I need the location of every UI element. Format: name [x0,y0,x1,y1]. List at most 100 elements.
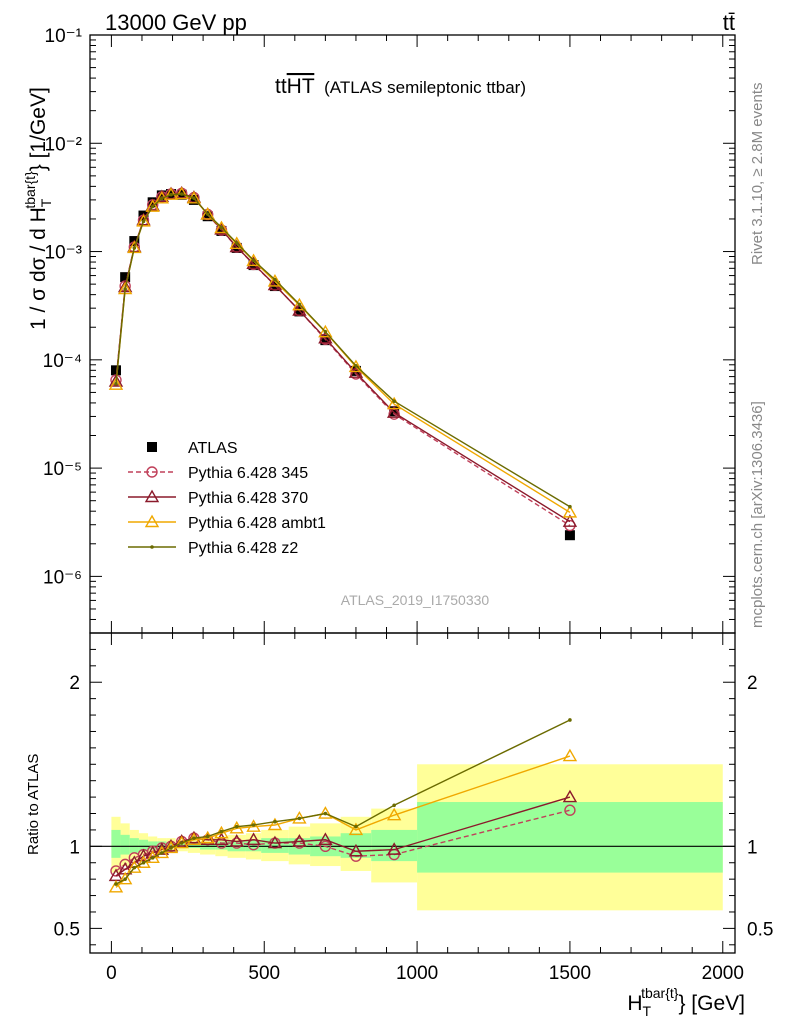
ratio-point [267,835,283,849]
main-point [200,207,215,220]
legend-label: Pythia 6.428 370 [188,490,308,507]
main-point [192,196,196,200]
ratio-point [174,833,189,847]
main-point [354,364,358,368]
y-tick-label: 10⁻³ [45,243,83,264]
main-point [132,246,137,250]
ratio-point [354,824,358,829]
main-point [136,213,151,227]
uncertainty-band-green [261,838,289,853]
rivet-version-label: Rivet 3.1.10, ≥ 2.8M events [749,83,766,266]
main-point [348,359,364,373]
main-point [108,377,124,390]
main-ylabel-main: 1 / σ dσ / d H [27,207,50,330]
ratio-point [169,846,173,850]
ratio-point [318,832,333,845]
xlabel-end: } [GeV] [678,992,745,1015]
legend-marker [146,466,158,478]
ratio-point [319,840,332,853]
main-series-0 [110,189,575,541]
main-point [562,504,578,518]
main-point [318,324,333,338]
legend-item: Pythia 6.428 z2 [128,540,298,557]
main-point [251,258,256,263]
main-point [147,197,158,208]
uncertainty-band-green [120,834,130,855]
ratio-ylabel: Ratio to ATLAS [25,754,42,855]
ratio-point [117,871,133,885]
main-point [123,287,127,291]
main-point [267,273,283,287]
y-tick-label: 10⁻⁴ [43,351,82,372]
analysis-watermark: ATLAS_2019_I1750330 [341,592,490,608]
legend-label: Pythia 6.428 ambt1 [188,515,326,532]
main-point [154,189,170,203]
legend-marker [147,442,157,452]
y-tick-label: 10⁻² [45,134,83,155]
main-point [127,240,142,254]
ratio-y-tick-label: 1 [69,837,80,858]
x-tick-label: 1500 [549,963,591,984]
uncertainty-band-green [417,802,723,873]
x-tick-label: 0 [106,963,117,984]
xlabel-main: H [627,992,642,1015]
ratio-point [229,833,244,847]
uncertainty-band-green [245,839,262,852]
main-title-ht: HT [287,75,315,98]
ratio-point [297,816,302,821]
main-ylabel-sub: T [38,198,54,207]
ratio-series-3 [114,718,572,886]
ratio-point [273,819,277,824]
main-point [323,329,328,334]
ratio-point [192,836,196,840]
main-point [179,192,184,196]
main-panel: 10⁻⁶ 10⁻⁵ 10⁻⁴ 10⁻³ 10⁻² 10⁻¹ [43,26,736,953]
x-tick-label: 1000 [396,963,438,984]
ratio-point [114,882,118,886]
main-series-4 [114,192,572,509]
ratio-point [348,822,364,836]
main-title-tt: tt [275,75,287,98]
legend-marker [144,489,160,503]
main-point [350,368,362,380]
uncertainty-band-green [111,829,121,858]
header-energy: 13000 GeV pp [105,10,247,35]
main-point [386,405,402,418]
ratio-point [348,843,364,857]
uncertainty-band-green [166,843,176,848]
main-point [229,236,244,249]
main-series-1 [110,187,576,532]
main-point [156,190,167,201]
mcplots-label: mcplots.cern.ch [arXiv:1306.3436] [749,401,766,628]
main-series-line [115,192,571,523]
main-frame [89,34,736,634]
legend-item: ATLAS [147,440,238,457]
ratio-point [386,807,402,821]
main-point [169,192,173,197]
main-point [141,219,146,224]
ratio-point [392,803,396,808]
main-point [568,504,572,509]
main-series-line [115,192,571,527]
header-process: tt̄ [723,10,735,35]
ratio-point [562,789,578,803]
y-tick-label: 10⁻⁶ [43,567,82,588]
ratio-point [318,806,333,819]
ratio-y-tick-label: 2 [69,673,80,694]
main-point [110,365,121,376]
main-point [120,272,131,283]
main-point [389,406,400,417]
main-point [234,241,239,245]
main-point [205,212,210,216]
y-tick-label: 10⁻⁵ [43,459,82,480]
legend-label: Pythia 6.428 345 [188,465,308,482]
main-point [319,333,332,345]
ratio-frame [89,632,736,954]
ratio-y-tick-label-right: 0.5 [747,919,773,940]
ratio-point [163,838,179,852]
main-point [214,220,229,234]
ratio-point [136,848,151,862]
main-point [160,196,164,201]
legend-label: Pythia 6.428 z2 [188,540,298,557]
